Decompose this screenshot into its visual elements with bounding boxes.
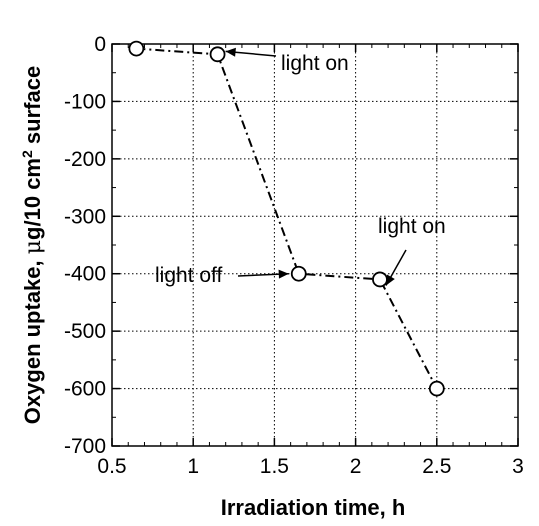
data-point bbox=[290, 265, 307, 282]
y-tick-label: -300 bbox=[64, 205, 106, 228]
x-tick-label: 3 bbox=[512, 455, 524, 478]
plot-frame bbox=[111, 43, 519, 447]
annotations: light on light off light on bbox=[155, 47, 446, 287]
axis-ticks: 0.5 1 1.5 2 2.5 3 0 -100 -200 -300 -400 -500 -600 -70… bbox=[64, 33, 524, 478]
y-tick-label: -700 bbox=[64, 435, 106, 458]
y-axis-label-post: g/10 cm bbox=[20, 158, 45, 240]
annotation-label: light on bbox=[378, 215, 446, 238]
x-tick-label: 0.5 bbox=[97, 455, 126, 478]
y-axis-label: Oxygen uptake, μg/10 cm2 surface bbox=[19, 66, 46, 424]
x-tick-label: 1 bbox=[187, 455, 199, 478]
y-axis-label-sup: 2 bbox=[19, 150, 35, 158]
x-tick-label: 2.5 bbox=[422, 455, 451, 478]
y-tick-label: -600 bbox=[64, 378, 106, 401]
annotation-arrowhead bbox=[225, 47, 236, 57]
annotation-label: light on bbox=[281, 52, 349, 75]
y-tick-label: -100 bbox=[64, 90, 106, 113]
data-point bbox=[428, 380, 445, 397]
y-axis-label-mu: μ bbox=[21, 240, 46, 254]
data-point bbox=[209, 46, 226, 63]
x-axis-label: Irradiation time, h bbox=[221, 495, 406, 520]
series-line bbox=[136, 47, 438, 390]
annotation-arrowhead bbox=[278, 269, 289, 279]
y-tick-label: -500 bbox=[64, 320, 106, 343]
data-point bbox=[372, 271, 388, 288]
y-tick-label: -400 bbox=[64, 263, 106, 286]
annotation-arrowhead bbox=[385, 274, 395, 286]
y-tick-label: 0 bbox=[94, 33, 106, 56]
annotation-label: light off bbox=[155, 264, 222, 287]
y-tick-label: -200 bbox=[64, 148, 106, 171]
x-tick-label: 1.5 bbox=[260, 455, 289, 478]
y-axis-label-suffix: surface bbox=[20, 66, 45, 150]
x-tick-label: 2 bbox=[350, 455, 362, 478]
y-axis-label-pre: Oxygen uptake, bbox=[20, 254, 45, 424]
data-point bbox=[128, 40, 145, 57]
grid bbox=[112, 44, 518, 446]
